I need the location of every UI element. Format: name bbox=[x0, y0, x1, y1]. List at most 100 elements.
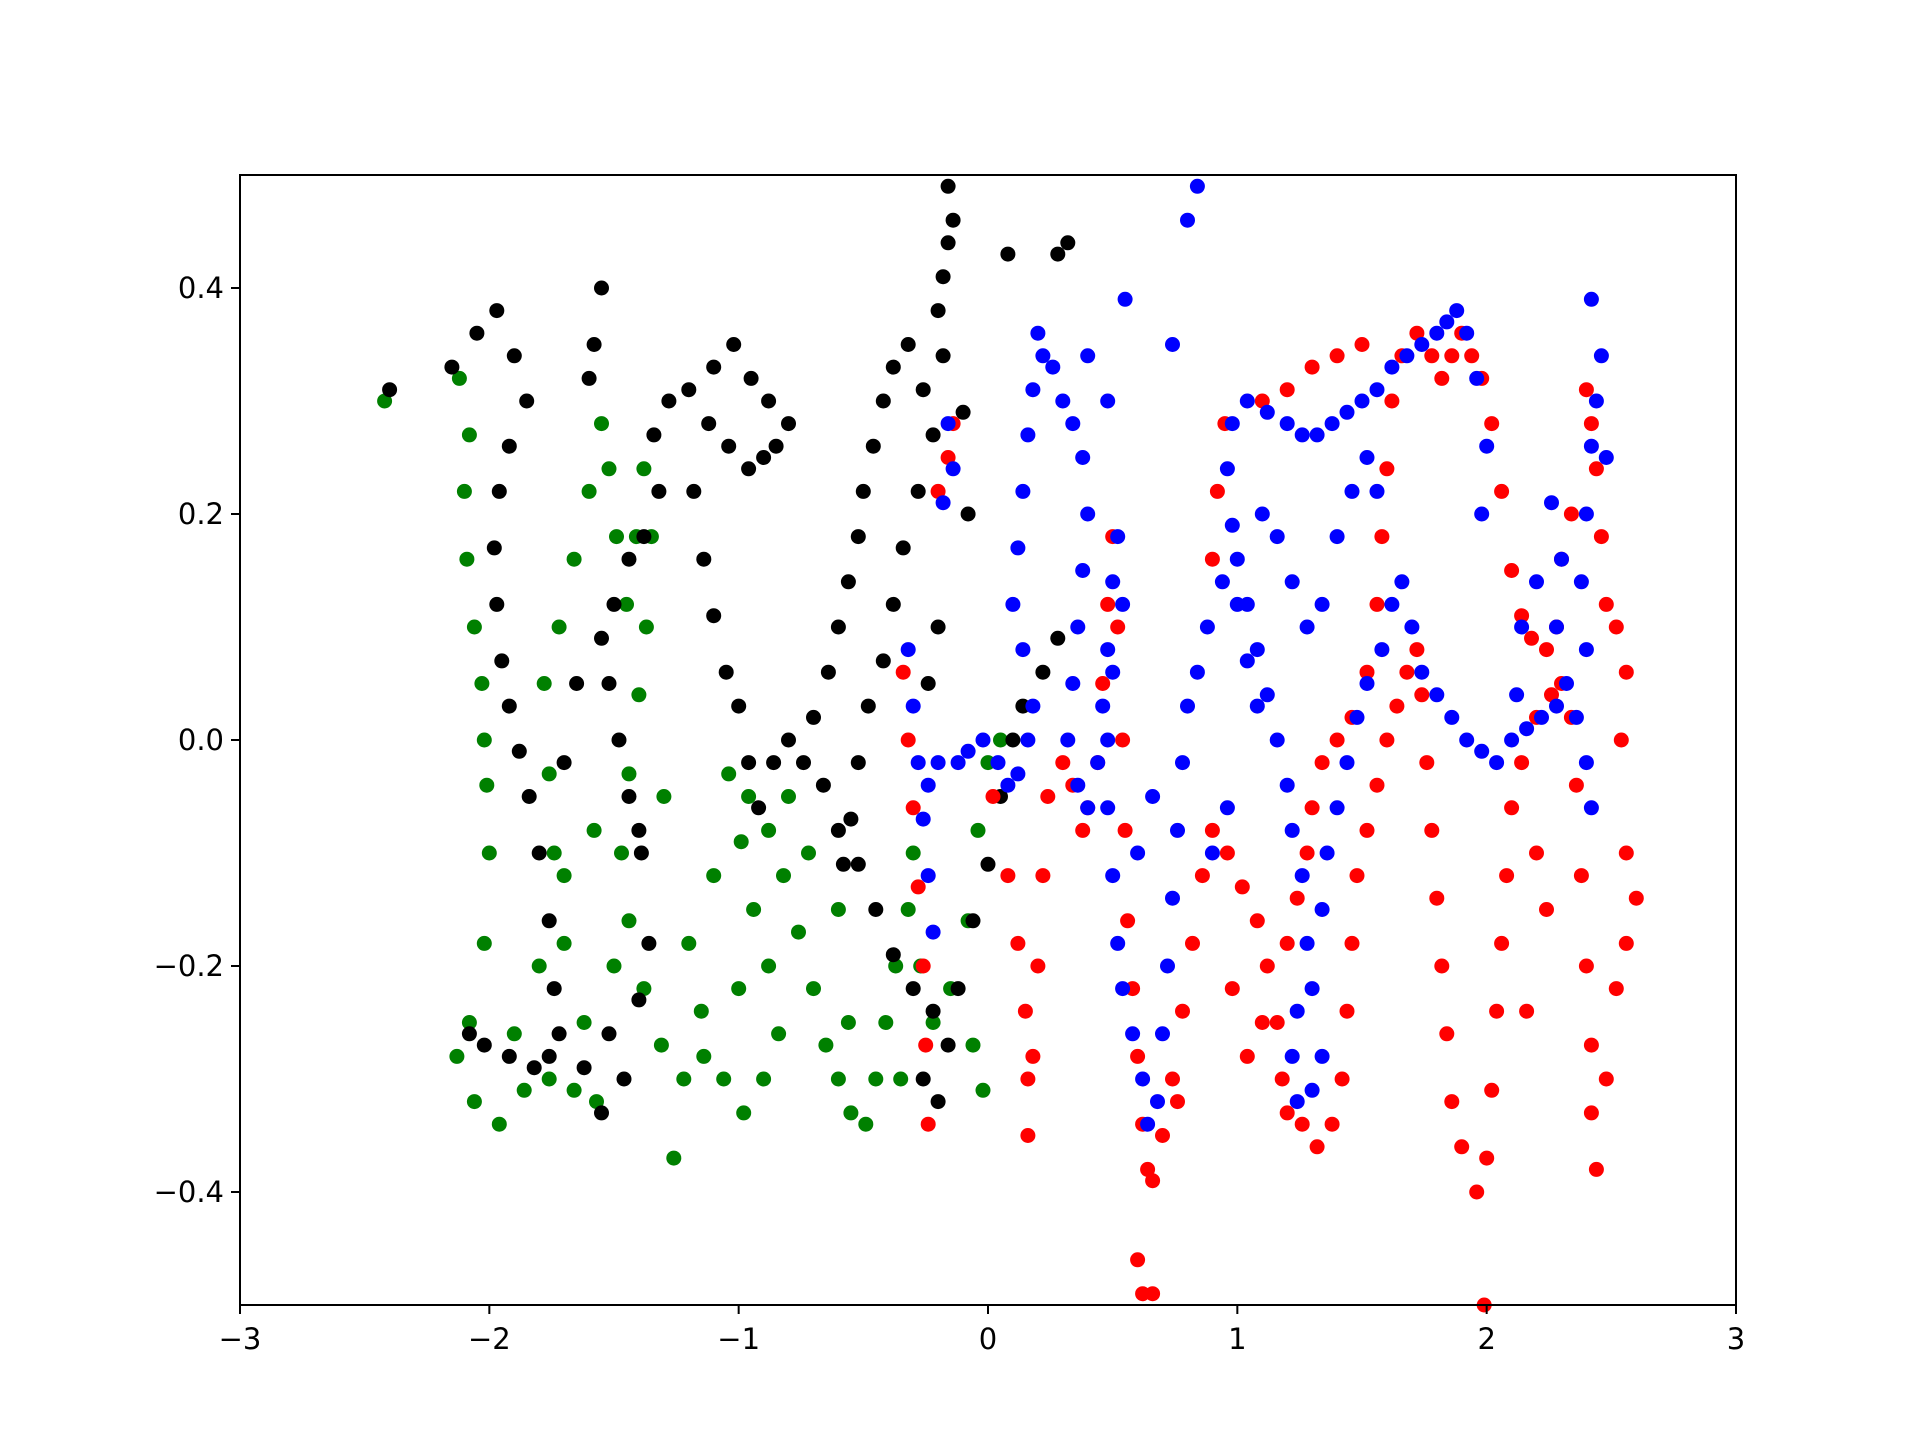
scatter-point bbox=[885, 596, 901, 612]
scatter-point bbox=[910, 483, 926, 499]
scatter-point bbox=[1309, 427, 1325, 443]
scatter-point bbox=[1289, 1003, 1305, 1019]
scatter-point bbox=[1444, 1094, 1460, 1110]
scatter-point bbox=[1175, 1003, 1190, 1019]
scatter-point bbox=[696, 551, 712, 567]
scatter-point bbox=[1369, 596, 1385, 612]
scatter-point bbox=[1359, 450, 1375, 465]
scatter-point bbox=[1539, 642, 1554, 658]
scatter-point bbox=[900, 642, 916, 658]
scatter-point bbox=[1025, 382, 1041, 398]
scatter-point bbox=[1110, 529, 1126, 545]
scatter-point bbox=[1399, 664, 1415, 680]
scatter-point bbox=[1573, 868, 1589, 884]
scatter-point bbox=[806, 709, 821, 725]
scatter-point bbox=[566, 1082, 582, 1098]
scatter-point bbox=[1015, 483, 1031, 499]
scatter-point bbox=[1359, 664, 1375, 680]
scatter-point bbox=[930, 1094, 946, 1110]
scatter-point bbox=[586, 337, 602, 352]
scatter-point bbox=[868, 1071, 884, 1087]
scatter-point bbox=[781, 789, 796, 804]
scatter-point bbox=[918, 1037, 934, 1053]
scatter-point bbox=[1504, 800, 1520, 816]
scatter-point bbox=[1219, 800, 1235, 816]
scatter-point bbox=[1170, 1094, 1185, 1110]
scatter-point bbox=[1269, 1015, 1285, 1030]
scatter-point bbox=[1055, 755, 1071, 771]
scatter-point bbox=[1469, 1184, 1485, 1200]
scatter-point bbox=[1329, 348, 1345, 364]
scatter-point bbox=[1279, 777, 1295, 793]
scatter-point bbox=[1289, 890, 1305, 906]
scatter-point bbox=[1239, 393, 1255, 409]
scatter-point bbox=[706, 359, 722, 375]
scatter-point bbox=[1000, 777, 1016, 793]
scatter-point bbox=[576, 1015, 592, 1030]
scatter-point bbox=[1017, 1003, 1033, 1019]
series-0 bbox=[377, 370, 1008, 1166]
scatter-point bbox=[1514, 619, 1530, 635]
scatter-point bbox=[1588, 393, 1604, 409]
scatter-point bbox=[920, 676, 936, 691]
scatter-point bbox=[1588, 1161, 1604, 1177]
scatter-point bbox=[1229, 551, 1245, 567]
scatter-point bbox=[1117, 291, 1133, 307]
scatter-point bbox=[1349, 709, 1365, 725]
scatter-point bbox=[1284, 574, 1300, 590]
scatter-point bbox=[1254, 1015, 1270, 1030]
scatter-point bbox=[1314, 902, 1330, 917]
scatter-point bbox=[796, 755, 811, 771]
scatter-point bbox=[501, 438, 517, 454]
scatter-point bbox=[1618, 845, 1634, 861]
y-tick-label: 0.2 bbox=[178, 497, 224, 531]
scatter-point bbox=[1095, 676, 1111, 691]
scatter-point bbox=[1100, 800, 1116, 816]
scatter-point bbox=[566, 551, 582, 567]
scatter-point bbox=[1065, 416, 1081, 432]
scatter-point bbox=[1185, 935, 1200, 951]
scatter-point bbox=[1434, 958, 1450, 974]
scatter-point bbox=[1010, 935, 1026, 951]
scatter-point bbox=[1409, 325, 1425, 341]
scatter-point bbox=[1459, 325, 1475, 341]
scatter-point bbox=[1319, 845, 1335, 861]
scatter-point bbox=[1459, 732, 1475, 748]
scatter-point bbox=[1314, 1048, 1330, 1064]
scatter-point bbox=[1130, 845, 1146, 861]
scatter-point bbox=[1519, 721, 1535, 737]
scatter-point bbox=[1209, 483, 1225, 499]
scatter-point bbox=[915, 811, 931, 827]
scatter-point bbox=[1429, 687, 1445, 703]
scatter-point bbox=[581, 483, 597, 499]
scatter-point bbox=[621, 913, 637, 929]
scatter-point bbox=[541, 1071, 557, 1087]
scatter-point bbox=[1180, 698, 1195, 714]
scatter-point bbox=[1588, 461, 1604, 477]
scatter-point bbox=[1105, 664, 1121, 680]
scatter-point bbox=[1578, 506, 1594, 522]
scatter-point bbox=[1494, 483, 1510, 499]
scatter-point bbox=[781, 732, 796, 748]
scatter-point bbox=[1349, 868, 1365, 884]
scatter-point bbox=[1117, 822, 1133, 838]
scatter-point bbox=[935, 495, 951, 511]
scatter-point bbox=[1204, 551, 1220, 567]
scatter-point bbox=[1489, 1003, 1505, 1019]
scatter-point bbox=[1010, 766, 1026, 782]
scatter-point bbox=[1474, 743, 1490, 759]
scatter-point bbox=[1314, 755, 1330, 771]
scatter-point bbox=[1189, 178, 1205, 194]
scatter-point bbox=[925, 1015, 941, 1030]
scatter-point bbox=[621, 766, 637, 782]
scatter-point bbox=[930, 755, 946, 771]
scatter-point bbox=[1424, 348, 1440, 364]
scatter-point bbox=[830, 1071, 846, 1087]
scatter-point bbox=[1035, 348, 1051, 364]
scatter-point bbox=[1499, 868, 1515, 884]
scatter-point bbox=[830, 619, 846, 635]
scatter-point bbox=[716, 1071, 732, 1087]
scatter-point bbox=[965, 913, 981, 929]
scatter-point bbox=[731, 981, 747, 997]
